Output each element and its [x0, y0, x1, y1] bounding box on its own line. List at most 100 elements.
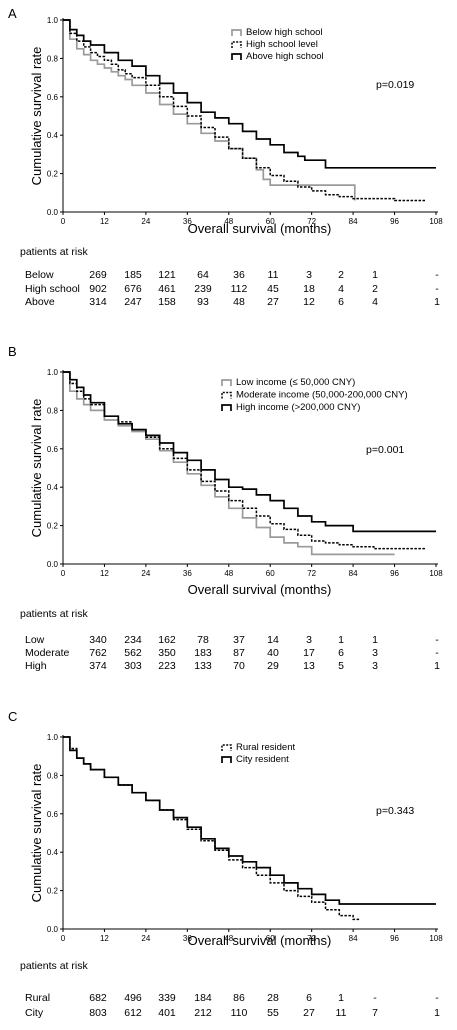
panel-c-risk-title: patients at risk: [20, 960, 88, 972]
panel-c-x-tick-label: 48: [224, 934, 233, 943]
panel-c-x-tick-label: 96: [390, 934, 399, 943]
panel-c-y-tick-label: 0.6: [47, 810, 59, 819]
panel-b-y-axis-title: Cumulative survival rate: [29, 399, 44, 538]
panel-c-risk-cell: -: [435, 992, 439, 1004]
panel-a-y-tick-label: 0.2: [47, 170, 59, 179]
panel-a-risk-cell: 27: [267, 296, 279, 308]
panel-b-risk-cell: 3: [306, 634, 312, 646]
panel-a-risk-cell: 93: [197, 296, 209, 308]
panel-c-x-tick-label: 108: [429, 934, 443, 943]
panel-b-x-tick-label: 48: [224, 569, 233, 578]
panel-b-risk-cell: 350: [158, 647, 176, 659]
panel-b-x-tick-label: 12: [100, 569, 109, 578]
panel-a-y-tick-label: 0.0: [47, 208, 59, 217]
panel-b-letter: B: [8, 344, 17, 359]
panel-c-risk-cell: 339: [158, 992, 176, 1004]
panel-a-risk-cell: 185: [124, 269, 142, 281]
panel-b-risk-cell: 183: [194, 647, 212, 659]
panel-c-y-tick-label: 0.4: [47, 848, 59, 857]
panel-a-risk-cell: 6: [338, 296, 344, 308]
panel-b-y-tick-label: 0.4: [47, 483, 59, 492]
panel-a-risk-cell: 314: [89, 296, 107, 308]
panel-a-y-tick-label: 1.0: [47, 16, 59, 25]
panel-c-risk-cell: 401: [158, 1007, 176, 1019]
panel-c-legend-swatch-2: [221, 756, 232, 763]
panel-c-y-tick-label: 0.2: [47, 887, 59, 896]
panel-a-risk-cell: 12: [303, 296, 315, 308]
panel-b-risk-cell: 1: [434, 660, 440, 672]
panel-a-y-tick-label: 0.6: [47, 93, 59, 102]
panel-a-y-tick-label: 0.8: [47, 54, 59, 63]
panel-c-x-tick-label: 24: [141, 934, 150, 943]
panel-b-y-tick-label: 1.0: [47, 368, 59, 377]
panel-a-legend-label-3: Above high school: [246, 51, 324, 62]
panel-a-risk-cell: 4: [372, 296, 378, 308]
panel-b-x-tick-label: 24: [141, 569, 150, 578]
panel-c-risk-cell: 1: [338, 992, 344, 1004]
panel-a-risk-cell: 11: [268, 269, 279, 281]
panel-b-risk-cell: 1: [338, 634, 344, 646]
panel-b-x-tick-label: 60: [266, 569, 275, 578]
panel-a-risk-cell: 121: [158, 269, 176, 281]
panel-a-risk-cell: 269: [89, 269, 107, 281]
panel-b-series-3-curve: [63, 371, 436, 533]
panel-c-x-tick-label: 36: [183, 934, 192, 943]
panel-b-risk-cell: 1: [372, 634, 378, 646]
panel-c-x-axis-title: Overall survival (months): [188, 933, 332, 948]
panel-c-series-2-curve: [63, 736, 436, 905]
panel-c-risk-row-label: City: [25, 1007, 44, 1019]
panel-c-risk-cell: 110: [231, 1007, 248, 1019]
panel-c-risk-cell: 55: [267, 1007, 279, 1019]
panel-a-risk-cell: 158: [158, 296, 176, 308]
panel-b-risk-cell: 374: [89, 660, 107, 672]
panel-c-risk-cell: 7: [372, 1007, 378, 1019]
panel-c-risk-cell: 1: [434, 1007, 440, 1019]
panel-c-risk-cell: -: [373, 992, 377, 1004]
panel-b-x-axis-title: Overall survival (months): [188, 582, 332, 597]
panel-a-legend-swatch-3: [231, 53, 242, 60]
panel-a-risk-cell: 48: [233, 296, 245, 308]
panel-a-series-2-curve: [63, 19, 426, 202]
panel-a-x-tick-label: 108: [429, 217, 443, 226]
panel-c-series-1-curve: [63, 736, 360, 921]
panel-b-risk-cell: 3: [372, 660, 378, 672]
panel-c-risk-cell: 496: [124, 992, 142, 1004]
panel-a-x-tick-label: 24: [141, 217, 150, 226]
panel-b-risk-cell: 162: [158, 634, 176, 646]
panel-b-risk-cell: 87: [233, 647, 245, 659]
panel-a-y-tick-label: 0.4: [47, 131, 59, 140]
panel-a-legend-swatch-1: [231, 29, 242, 36]
panel-a-x-tick-label: 96: [390, 217, 399, 226]
panel-b-risk-row-label: Low: [25, 634, 45, 646]
panel-b-risk-cell: 340: [89, 634, 107, 646]
panel-c-x-tick-label: 60: [266, 934, 275, 943]
panel-c-risk-row-label: Rural: [25, 992, 50, 1004]
panel-c-risk-cell: 612: [124, 1007, 142, 1019]
panel-a-x-tick-label: 12: [100, 217, 109, 226]
panel-c-legend-label-2: City resident: [236, 754, 289, 765]
panel-b-legend-label-1: Low income (≤ 50,000 CNY): [236, 377, 355, 388]
panel-a-risk-cell: 1: [434, 296, 440, 308]
panel-b-risk-cell: 13: [303, 660, 315, 672]
panel-b-x-tick-label: 36: [183, 569, 192, 578]
panel-a-risk-cell: 1: [372, 269, 378, 281]
panel-c-x-tick-label: 0: [61, 934, 66, 943]
panel-c-y-tick-label: 0.0: [47, 925, 59, 934]
panel-c-risk-cell: 803: [89, 1007, 107, 1019]
panel-c-p-value: p=0.343: [376, 805, 414, 817]
panel-c-letter: C: [8, 709, 17, 724]
panel-b-risk-title: patients at risk: [20, 608, 88, 620]
panel-a-risk-cell: -: [435, 283, 439, 295]
panel-b-x-tick-label: 0: [61, 569, 66, 578]
panel-a-risk-cell: 2: [338, 269, 344, 281]
panel-c-x-tick-label: 12: [100, 934, 109, 943]
panel-c-y-tick-label: 0.8: [47, 771, 59, 780]
panel-c-y-axis-title: Cumulative survival rate: [29, 764, 44, 903]
panel-b-risk-cell: 5: [338, 660, 344, 672]
panel-a-risk-cell: 239: [194, 283, 212, 295]
panel-c-x-tick-label: 84: [349, 934, 358, 943]
panel-b-x-tick-label: 96: [390, 569, 399, 578]
panel-a-x-tick-label: 72: [307, 217, 316, 226]
panel-b-risk-cell: 6: [338, 647, 344, 659]
